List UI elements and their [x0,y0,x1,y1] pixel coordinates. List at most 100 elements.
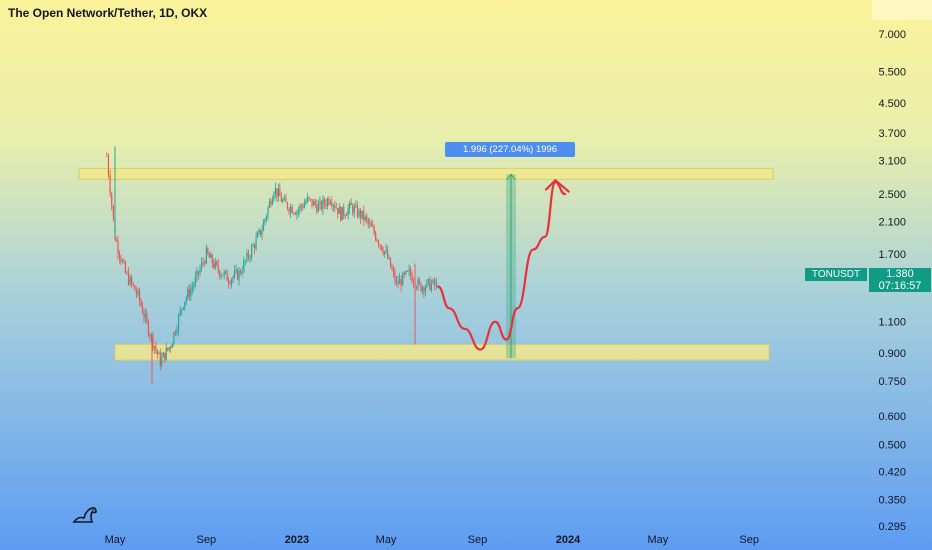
candle-body [388,257,390,259]
candle-body [412,282,415,284]
candle-body [395,281,398,282]
candle-body [208,253,210,258]
candle-body [319,201,321,204]
candle-body [331,202,333,206]
candle-body [420,283,422,291]
candle-body [328,198,330,204]
candle-body [344,215,346,217]
last-price: 1.380 [886,268,914,280]
candle-body [397,281,399,285]
candle-body [196,270,198,277]
candle-body [225,271,227,273]
candle-body [294,213,296,215]
candle-body [152,334,154,348]
candle-body [117,241,119,253]
candle-body [313,201,315,206]
candle-body [356,205,359,217]
candle-body [176,329,178,334]
candle-body [182,307,184,309]
candle-body [197,270,200,274]
candle-body [273,193,275,200]
candle-body [409,269,412,276]
y-tick-label: 3.700 [878,128,906,140]
candle-body [282,199,284,202]
resistance-zone [78,167,774,180]
candle-body [399,279,401,285]
candle-body [311,198,313,206]
candle-body [106,155,108,157]
candle-body [207,248,209,254]
candle-body [153,346,155,348]
candle-body [418,279,421,284]
candle-body [360,210,362,219]
candle-body [244,260,246,262]
candle-body [232,276,234,280]
candle-body [432,279,434,284]
candle-body [367,219,369,224]
candle-body [435,282,437,286]
candle-body [366,216,368,220]
support-zone [114,344,770,361]
candle-body [350,202,352,206]
tradingview-logo-icon[interactable] [72,504,100,526]
candle-body [121,260,124,262]
candle-body [126,272,128,274]
candle-body [375,233,377,240]
top-axis-marker [872,0,932,20]
candle-body [188,289,190,297]
countdown: 07:16:57 [878,280,922,292]
candle-body [249,257,251,259]
candle-body [256,233,259,238]
candle-body [303,203,305,208]
candle-body [155,346,157,351]
candle-body [115,240,118,242]
candle-body [112,205,114,219]
candle-body [193,285,195,288]
candle-body [317,203,319,212]
candle-body [373,227,375,234]
candle-body [394,272,396,282]
candle-body [190,289,192,297]
candle-body [329,202,331,204]
y-tick-label: 0.295 [878,521,906,533]
candle-body [211,254,213,264]
candle-body [214,261,216,268]
candle-body [382,250,384,254]
candle-body [223,271,225,276]
y-tick-label: 7.000 [878,29,906,41]
candle-body [243,260,245,272]
candle-body [185,297,187,302]
x-tick-label: May [647,534,668,546]
candle-body [143,313,145,318]
candle-body [194,276,196,286]
candle-body [308,197,310,199]
candle-body [246,252,248,261]
candle-body [174,332,177,334]
candle-body [322,199,324,210]
candle-body [239,270,242,274]
candle-body [247,252,250,258]
candle-body [347,208,349,216]
candle-body [156,350,158,354]
candle-body [358,210,360,217]
candle-body [123,260,125,263]
y-tick-label: 0.900 [878,348,906,360]
y-tick-label: 5.500 [878,67,906,79]
candle-body [251,246,253,258]
candle-body [158,352,160,354]
candle-body [171,343,173,348]
candle-body [135,290,138,295]
candle-body [376,239,378,242]
candle-body [405,271,407,275]
candle-body [222,275,224,277]
candle-body [314,201,316,205]
candle-body [434,279,436,286]
candle-body [346,215,348,217]
candle-body [181,308,183,310]
candle-body [184,301,186,308]
candle-body [363,210,365,220]
candle-body [134,285,136,291]
candle-body [417,279,419,288]
candle-body [226,271,228,281]
